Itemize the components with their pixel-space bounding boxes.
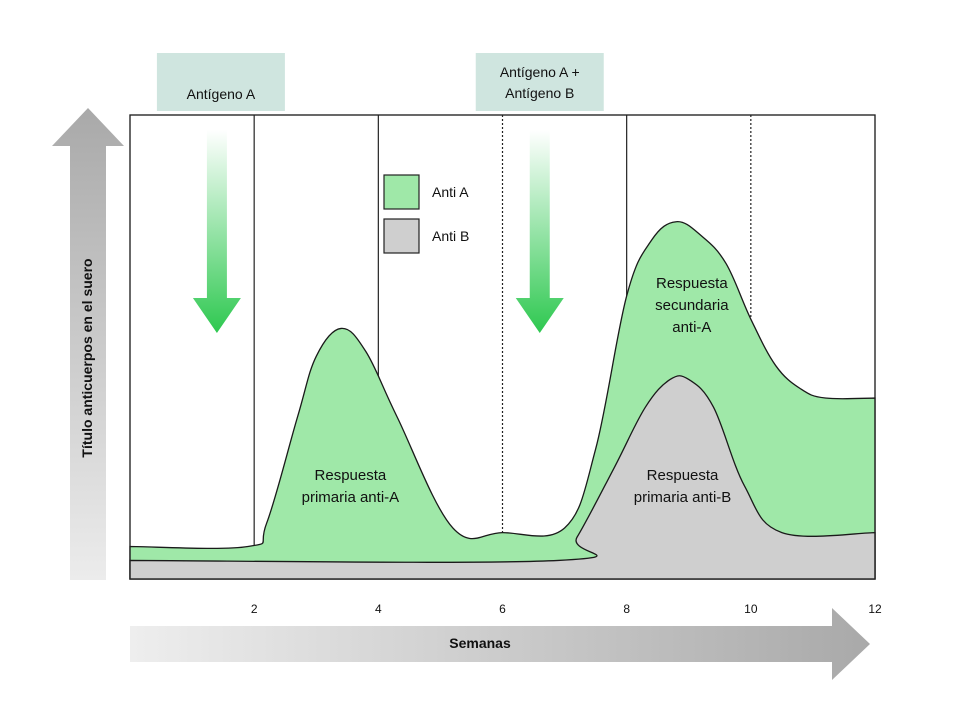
legend-label: Anti B <box>432 228 469 244</box>
legend-label: Anti A <box>432 184 469 200</box>
legend-swatch <box>383 218 420 254</box>
event-label-line: Antígeno B <box>505 85 574 101</box>
event-label-line: Antígeno A <box>187 86 256 102</box>
x-ticks: 2 4 6 8 10 12 <box>251 602 882 616</box>
event-labels: Antígeno A Antígeno A + Antígeno B <box>156 53 604 111</box>
legend: Anti A Anti B <box>383 174 469 254</box>
x-tick-label: 4 <box>375 602 382 616</box>
injection-arrow-icon <box>515 130 564 333</box>
annotation-line: anti-A <box>672 319 711 336</box>
x-tick-label: 2 <box>251 602 258 616</box>
series-areas <box>129 221 876 580</box>
annotation-line: secundaria <box>655 297 729 314</box>
annotations: Respuesta primaria anti-A Respuesta primari… <box>302 275 732 506</box>
annotation-line: primaria anti-B <box>634 489 732 506</box>
x-tick-label: 10 <box>744 602 758 616</box>
legend-swatch <box>383 174 420 210</box>
x-axis-title: Semanas <box>449 635 511 651</box>
event-label-line: Antígeno A + <box>500 64 580 80</box>
event-box <box>156 53 285 111</box>
x-tick-label: 8 <box>623 602 630 616</box>
event-box <box>475 53 604 111</box>
annotation-line: Respuesta <box>647 467 719 484</box>
injection-arrow-icon <box>192 130 241 333</box>
area-anti-b <box>129 375 876 580</box>
y-axis-arrow <box>52 108 124 580</box>
x-tick-label: 12 <box>868 602 882 616</box>
x-tick-label: 6 <box>499 602 506 616</box>
annotation-line: primaria anti-A <box>302 489 400 506</box>
annotation-line: Respuesta <box>656 275 728 292</box>
x-axis-arrow <box>130 608 870 680</box>
injection-arrows <box>192 130 564 333</box>
annotation-line: Respuesta <box>315 467 387 484</box>
y-axis-title: Título anticuerpos en el suero <box>79 258 95 457</box>
